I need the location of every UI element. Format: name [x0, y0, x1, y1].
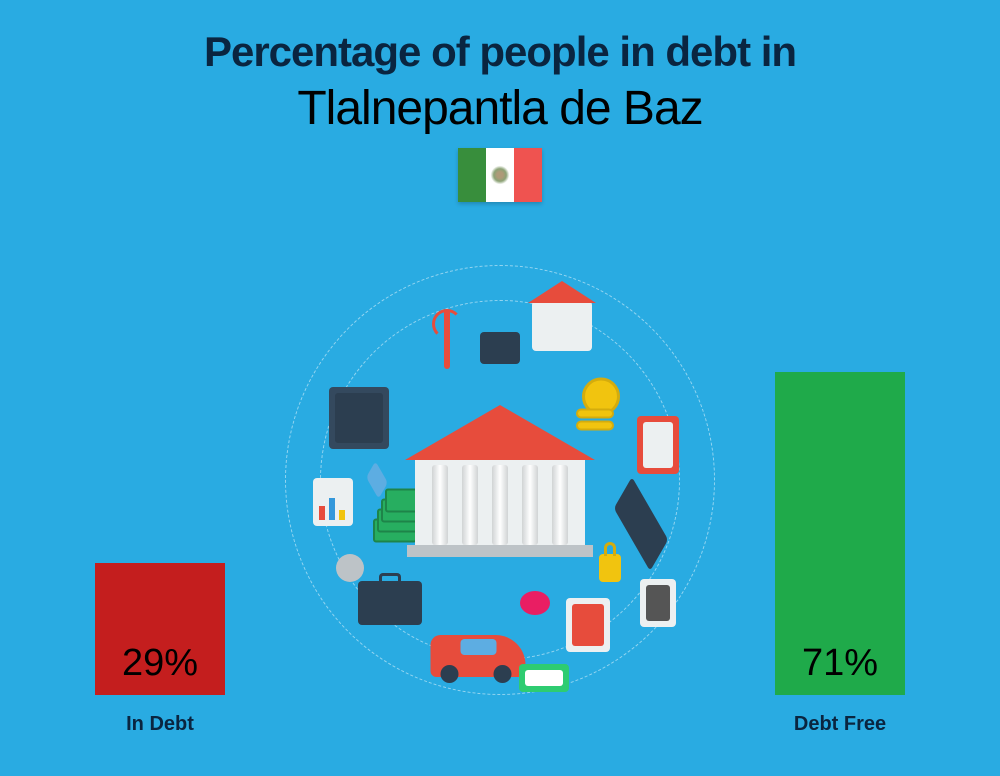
mexico-flag-icon [458, 148, 542, 202]
flag-stripe-red [514, 148, 542, 202]
flag-stripe-green [458, 148, 486, 202]
bar-in_debt: 29% [95, 563, 225, 695]
title-line1: Percentage of people in debt in [0, 0, 1000, 76]
bar-label-in_debt: In Debt [126, 713, 194, 736]
title-line2: Tlalnepantla de Baz [0, 81, 1000, 136]
flag-emblem-icon [489, 164, 511, 186]
bar-group-in_debt: 29% In Debt [95, 563, 225, 736]
bar-value-in_debt: 29% [122, 642, 198, 685]
bar-chart: 29% In Debt 71% Debt Free [0, 216, 1000, 736]
bar-label-debt_free: Debt Free [794, 713, 886, 736]
flag-stripe-white [486, 148, 514, 202]
bar-value-debt_free: 71% [802, 642, 878, 685]
bar-debt_free: 71% [775, 372, 905, 695]
bar-group-debt_free: 71% Debt Free [775, 372, 905, 736]
